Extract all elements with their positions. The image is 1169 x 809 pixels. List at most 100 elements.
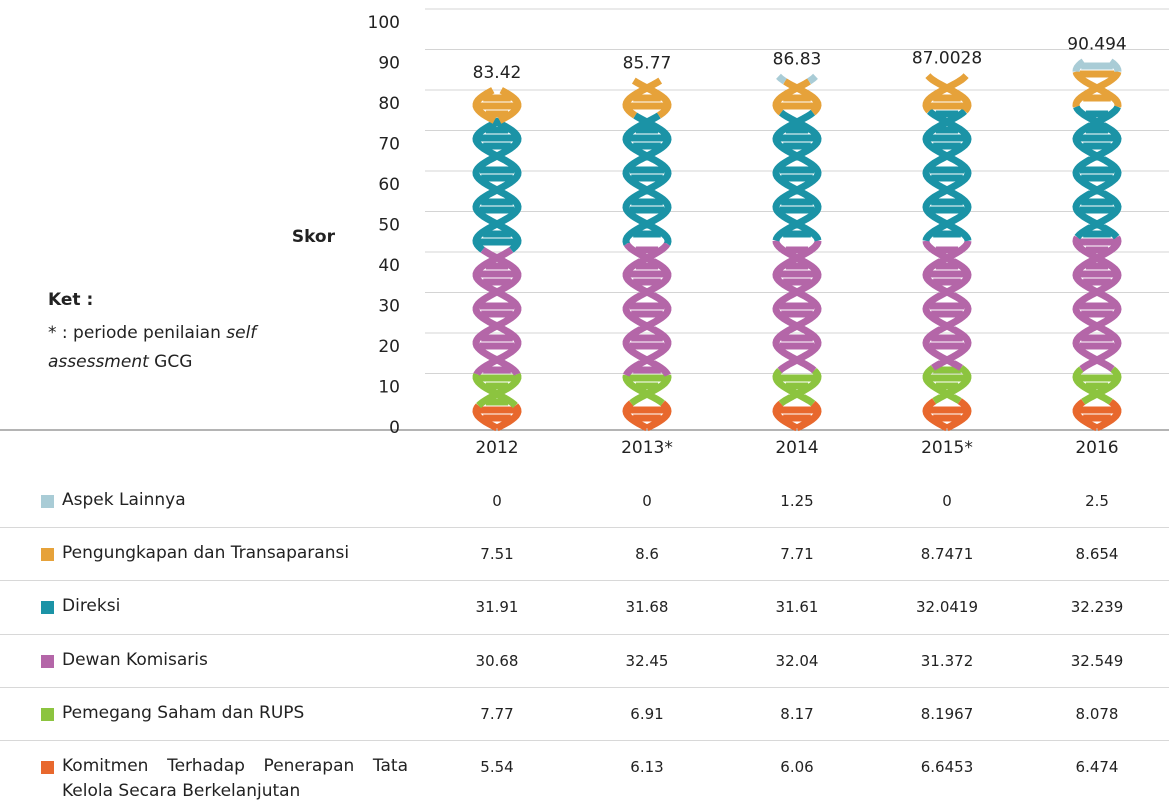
helix-segment [776, 241, 818, 371]
helix-segment [926, 401, 968, 428]
row-separator [0, 687, 1169, 688]
legend-swatch [41, 655, 54, 668]
legend-label: Aspek Lainnya [62, 488, 408, 513]
x-tick-label: 2016 [1075, 438, 1118, 458]
helix-segment [626, 403, 668, 428]
x-tick-label: 2014 [775, 438, 818, 458]
table-value: 32.0419 [916, 598, 978, 616]
y-tick-label: 40 [378, 256, 400, 276]
y-axis-label: Skor [292, 227, 336, 247]
helix-segment [626, 116, 668, 244]
note-italic: self [226, 323, 259, 343]
table-value: 31.372 [921, 652, 974, 670]
helix-segment [1076, 402, 1118, 428]
helix-segment [776, 113, 818, 241]
legend-label: Pemegang Saham dan RUPS [62, 701, 408, 726]
legend-swatch [41, 601, 54, 614]
legend-label: Direksi [62, 594, 408, 619]
table-value: 0 [492, 492, 502, 510]
total-label: 86.83 [773, 49, 822, 69]
row-separator [0, 527, 1169, 528]
table-value: 8.6 [635, 545, 659, 563]
y-tick-label: 50 [378, 216, 400, 236]
note-line1: * : periode penilaian self [48, 323, 259, 343]
y-tick-label: 20 [378, 337, 400, 357]
legend-label: Pengungkapan dan Transaparansi [62, 541, 408, 566]
table-value: 6.6453 [921, 758, 974, 776]
table-value: 8.17 [780, 705, 813, 723]
note-italic: assessment [48, 352, 150, 372]
legend-label: Dewan Komisaris [62, 648, 408, 673]
table-value: 8.7471 [921, 545, 974, 563]
helix-segment [776, 81, 818, 112]
helix-segment [926, 76, 968, 112]
legend-swatch [41, 548, 54, 561]
table-value: 7.71 [780, 545, 813, 563]
legend-swatch [41, 761, 54, 774]
table-value: 7.77 [480, 705, 513, 723]
y-tick-label: 60 [378, 175, 400, 195]
note-line2: assessment GCG [48, 352, 192, 372]
y-tick-label: 30 [378, 297, 400, 317]
table-value: 7.51 [480, 545, 513, 563]
total-label: 85.77 [623, 54, 672, 74]
x-tick-label: 2012 [475, 438, 518, 458]
helix-segment [476, 90, 518, 120]
table-value: 0 [642, 492, 652, 510]
helix-segment [1076, 107, 1118, 238]
helix-segment [926, 368, 968, 401]
table-value: 32.239 [1071, 598, 1124, 616]
page: Skor Ket : * : periode penilaian self as… [0, 0, 1169, 809]
helix-segment [1076, 369, 1118, 402]
table-value: 0 [942, 492, 952, 510]
x-tick-label: 2015* [921, 438, 973, 458]
helix-segment [476, 121, 518, 250]
row-separator [0, 580, 1169, 581]
table-value: 32.45 [626, 652, 669, 670]
table-value: 8.078 [1076, 705, 1119, 723]
table-value: 8.654 [1076, 545, 1119, 563]
helix-segment [626, 81, 668, 116]
legend-swatch [41, 495, 54, 508]
note-text: GCG [149, 352, 193, 372]
helix-segment [476, 250, 518, 374]
total-label: 83.42 [473, 63, 522, 83]
table-value: 32.549 [1071, 652, 1124, 670]
helix-segment [926, 111, 968, 241]
table-value: 8.1967 [921, 705, 974, 723]
table-value: 30.68 [476, 652, 519, 670]
note-text: * : periode penilaian [48, 323, 226, 343]
table-value: 6.06 [780, 758, 813, 776]
helix-segment [1076, 62, 1118, 72]
y-tick-label: 90 [378, 54, 400, 74]
y-tick-label: 70 [378, 135, 400, 155]
table-value: 5.54 [480, 758, 513, 776]
note-title: Ket : [48, 290, 93, 310]
helix-segment [776, 404, 818, 429]
y-tick-label: 10 [378, 378, 400, 398]
helix-segment [779, 76, 816, 81]
table-value: 6.474 [1076, 758, 1119, 776]
helix-segment [1076, 237, 1118, 369]
row-separator [0, 740, 1169, 741]
helix-segment [1076, 72, 1118, 107]
helix-segment [776, 370, 818, 403]
table-value: 6.91 [630, 705, 663, 723]
legend-swatch [41, 708, 54, 721]
table-value: 6.13 [630, 758, 663, 776]
table-value: 32.04 [776, 652, 819, 670]
table-value: 1.25 [780, 492, 813, 510]
helix-segment [926, 241, 968, 368]
row-separator [0, 634, 1169, 635]
helix-segment [476, 374, 518, 406]
y-tick-label: 80 [378, 94, 400, 114]
table-value: 2.5 [1085, 492, 1109, 510]
total-label: 87.0028 [912, 49, 982, 69]
table-value: 31.61 [776, 598, 819, 616]
total-label: 90.494 [1067, 34, 1126, 54]
y-tick-label: 0 [389, 418, 400, 438]
legend-label: Komitmen Terhadap Penerapan Tata Kelola … [62, 754, 408, 804]
helix-segment [476, 406, 518, 428]
y-tick-label: 100 [368, 13, 400, 33]
table-value: 31.91 [476, 598, 519, 616]
